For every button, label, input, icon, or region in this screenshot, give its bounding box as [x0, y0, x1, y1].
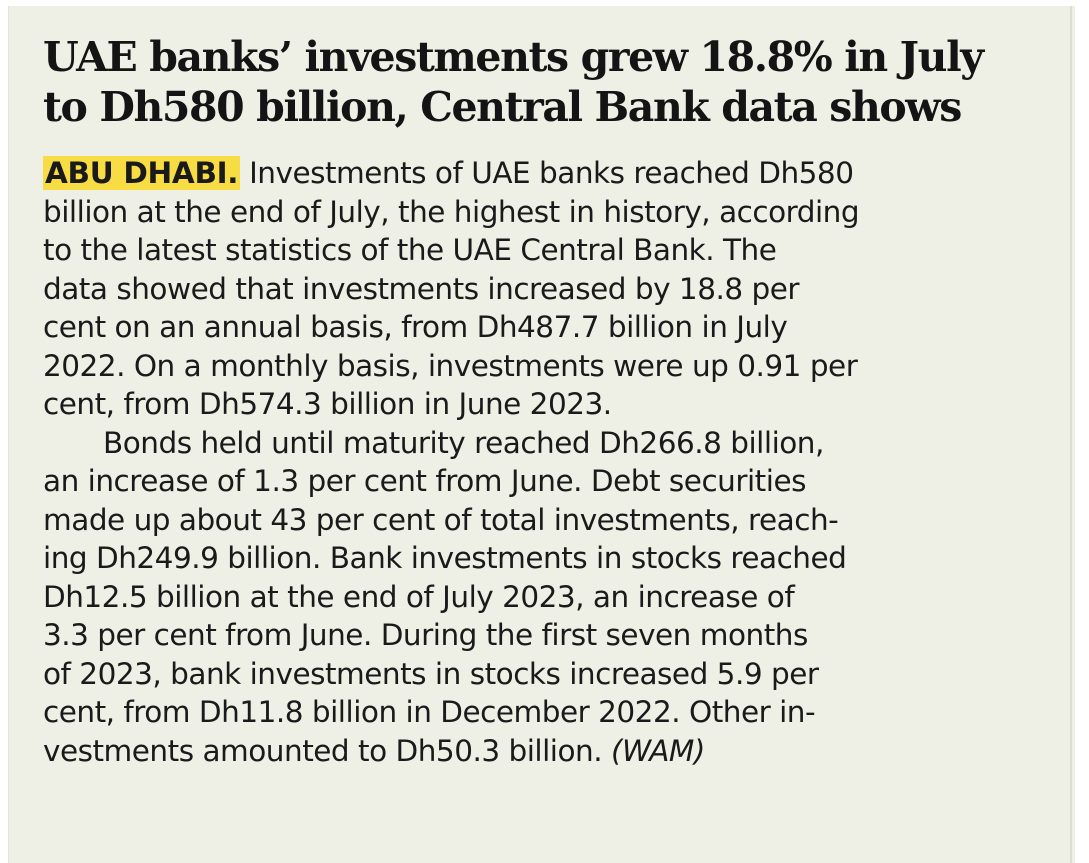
- body-line: cent, from Dh574.3 billion in June 2023.: [43, 387, 612, 421]
- body-line: ing Dh249.9 billion. Bank investments in…: [43, 541, 847, 575]
- body-line: Dh12.5 billion at the end of July 2023, …: [43, 579, 795, 614]
- dateline: ABU DHABI.: [43, 156, 241, 190]
- body-line: cent on an annual basis, from Dh487.7 bi…: [43, 310, 788, 344]
- body-line: cent, from Dh11.8 billion in December 20…: [43, 695, 816, 729]
- body-line: 2022. On a monthly basis, investments we…: [43, 348, 858, 383]
- body-line: made up about 43 per cent of total inves…: [43, 502, 839, 537]
- body-line-1: ABU DHABI. Investments of UAE banks reac…: [43, 154, 1053, 193]
- body-last-line: vestments amounted to Dh50.3 billion. (W…: [43, 732, 1053, 771]
- article-body: ABU DHABI. Investments of UAE banks reac…: [43, 154, 1053, 770]
- first-line-text: Investments of UAE banks reached Dh580: [240, 156, 854, 190]
- body-line: to the latest statistics of the UAE Cent…: [43, 233, 777, 267]
- body-line: data showed that investments increased b…: [43, 271, 800, 306]
- page-edge-line: [1070, 6, 1072, 863]
- paragraph-2-first-line: Bonds held until maturity reached Dh266.…: [103, 425, 824, 460]
- body-line: 3.3 per cent from June. During the first…: [43, 618, 808, 652]
- last-line-text: vestments amounted to Dh50.3 billion.: [43, 733, 611, 768]
- source-credit: (WAM): [611, 733, 705, 768]
- headline-line-1: UAE banks’ investments grew 18.8% in Jul…: [43, 33, 984, 81]
- headline: UAE banks’ investments grew 18.8% in Jul…: [43, 32, 1063, 132]
- body-line: billion at the end of July, the highest …: [43, 194, 860, 229]
- body-line: of 2023, bank investments in stocks incr…: [43, 656, 819, 691]
- news-clipping: UAE banks’ investments grew 18.8% in Jul…: [8, 6, 1075, 863]
- body-line: an increase of 1.3 per cent from June. D…: [43, 464, 806, 498]
- headline-line-2: to Dh580 billion, Central Bank data show…: [43, 83, 962, 131]
